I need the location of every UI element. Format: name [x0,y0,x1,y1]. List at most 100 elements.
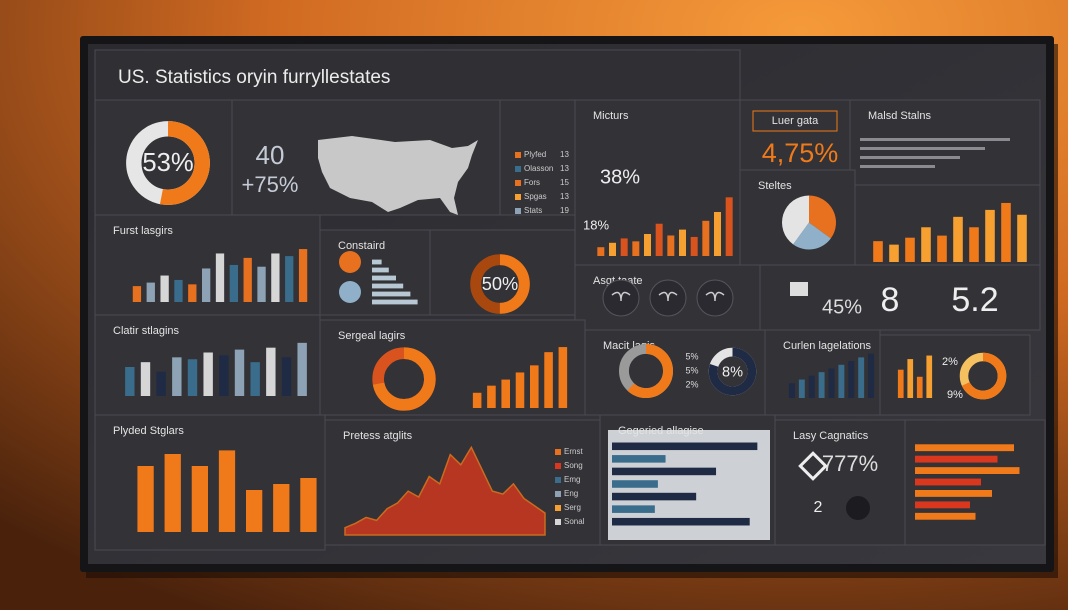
legend-swatch [555,463,561,469]
bar [515,372,525,408]
legend-swatch [555,519,561,525]
panel-title: Clatir stlagins [113,325,180,337]
bar [174,279,183,302]
donut-arc [959,352,1007,400]
legend-label: Eng [564,489,578,498]
panel-title: Constaird [338,240,385,252]
donut-label: 50% [482,273,519,294]
bar [243,257,252,302]
bar [372,267,389,273]
legend-label: Song [564,461,583,470]
bar [915,501,970,509]
panel-title: Steltes [758,180,792,192]
bar [873,241,883,262]
bar [218,450,236,532]
stat-value: 5% [685,365,698,375]
bar [655,223,663,256]
header-panel [94,49,741,101]
bar [146,282,155,302]
bar [487,385,496,408]
bar [612,455,666,463]
panel-title: Luer gata [772,115,819,127]
icon-wave [658,291,678,302]
bar [915,467,1020,474]
donut-arc [372,347,436,411]
bar [818,372,825,398]
bar [714,212,721,256]
panel [429,229,576,316]
bar [266,347,276,396]
bar [808,375,815,398]
bar [612,517,750,526]
bar [690,236,698,256]
bar [219,355,229,396]
dashboard-title: US. Statistics oryin furryllestates [118,67,390,88]
bar [257,266,266,302]
stat-value: 5% [685,351,698,361]
bar [915,512,976,520]
bar [187,359,198,396]
text-line [860,165,935,168]
bar [889,244,899,262]
stat-value: 2% [685,379,698,389]
us-map [318,136,478,215]
title-box [752,110,838,132]
bar [472,392,482,408]
bar [372,283,404,289]
bar [915,490,992,497]
bar [250,362,260,396]
area [344,445,546,536]
bar [530,365,539,408]
stat-value: 5.2 [951,281,998,319]
bar [372,259,382,265]
stat-value: 18% [583,217,609,232]
legend-label: Plyfed [524,150,546,159]
bar [1001,202,1011,262]
donut-arc [126,121,210,205]
bar [969,227,979,262]
legend-swatch [515,180,521,186]
panel [319,319,586,416]
stat-value: 40 [256,140,285,170]
bar [915,455,998,463]
legend-label: Emg [564,475,580,484]
bar [609,242,616,256]
stat-value: 9% [947,389,963,401]
bar [907,359,914,398]
donut-label: 8% [722,364,743,380]
panel-title: Curlen lagelations [783,340,872,352]
panel-title: Furst lasgirs [113,225,173,237]
bar [234,349,245,396]
panel-title: Lasy Cagnatics [793,430,869,442]
panel [774,419,906,546]
pie-slice [793,222,831,250]
bar [172,357,182,396]
pie-slice [809,195,836,239]
bar [544,352,553,408]
icon-dot [846,496,870,520]
panel-title: Malsd Stalns [868,110,931,122]
stat-value: 2 [814,499,823,516]
bar [725,197,733,256]
bar [164,454,181,532]
legend-swatch [555,505,561,511]
stat-value: +75% [242,172,299,197]
stat-value: 777% [822,451,878,476]
legend-label: Olasson [524,164,553,173]
legend-swatch [515,208,521,214]
legend-value: 13 [560,150,569,159]
bar [140,362,151,396]
bar [271,253,280,302]
bar [372,299,418,305]
donut-arc [619,344,673,398]
bar [916,376,923,398]
bar [897,369,904,398]
bar [788,383,795,398]
legend-swatch [555,477,561,483]
panel [499,99,576,216]
bar [372,291,411,297]
legend-swatch [555,449,561,455]
bar [838,364,845,398]
